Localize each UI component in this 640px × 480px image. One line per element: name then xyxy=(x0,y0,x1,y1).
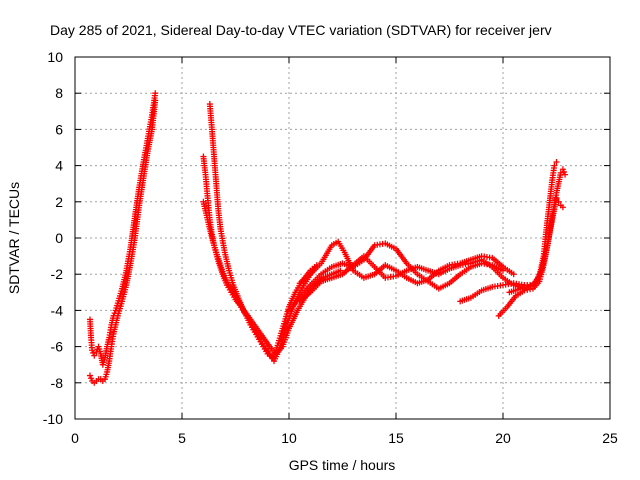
x-tick-label: 15 xyxy=(388,430,404,446)
data-point xyxy=(91,352,98,359)
data-point xyxy=(551,162,558,169)
x-tick-label: 25 xyxy=(602,430,618,446)
data-point xyxy=(560,168,567,175)
axis-ticks: 0 5 10 15 20 25 -10 -8 -6 -4 -2 0 2 4 6 8 10 xyxy=(43,49,618,446)
data-point xyxy=(555,198,562,205)
data-point xyxy=(500,267,506,274)
data-series xyxy=(206,101,320,361)
data-point xyxy=(89,347,96,354)
y-tick-label: -8 xyxy=(51,375,64,391)
y-tick-label: 4 xyxy=(55,158,63,174)
y-tick-label: -2 xyxy=(51,266,64,282)
y-axis-label: SDTVAR / TECUs xyxy=(6,182,22,294)
data-point xyxy=(152,97,159,104)
data-series xyxy=(86,97,159,386)
grid xyxy=(75,57,610,419)
y-tick-label: -6 xyxy=(51,339,64,355)
y-tick-label: -10 xyxy=(43,411,63,427)
data-point xyxy=(86,372,93,379)
data-point xyxy=(553,158,560,165)
y-tick-label: 6 xyxy=(55,121,63,137)
y-tick-label: 0 xyxy=(55,230,63,246)
x-tick-label: 5 xyxy=(178,430,186,446)
y-tick-label: 10 xyxy=(47,49,63,65)
data-point xyxy=(557,169,564,176)
data-point xyxy=(90,349,97,356)
x-axis-label: GPS time / hours xyxy=(289,457,396,473)
y-tick-label: -4 xyxy=(51,302,64,318)
data-point xyxy=(553,195,560,202)
x-tick-label: 10 xyxy=(281,430,297,446)
chart-title: Day 285 of 2021, Sidereal Day-to-day VTE… xyxy=(50,22,552,38)
x-tick-label: 20 xyxy=(495,430,511,446)
data-point xyxy=(559,166,566,173)
x-tick-label: 0 xyxy=(71,430,79,446)
data-point xyxy=(152,90,159,97)
y-tick-label: 2 xyxy=(55,194,63,210)
data-series xyxy=(495,166,569,319)
data-point xyxy=(562,171,569,178)
y-tick-label: 8 xyxy=(55,85,63,101)
data-series xyxy=(296,253,528,305)
data-points xyxy=(86,90,569,386)
data-point xyxy=(510,271,517,278)
data-series xyxy=(457,158,560,305)
data-series xyxy=(506,195,566,296)
data-series xyxy=(86,90,159,368)
data-point xyxy=(88,375,95,382)
data-point xyxy=(559,204,566,211)
